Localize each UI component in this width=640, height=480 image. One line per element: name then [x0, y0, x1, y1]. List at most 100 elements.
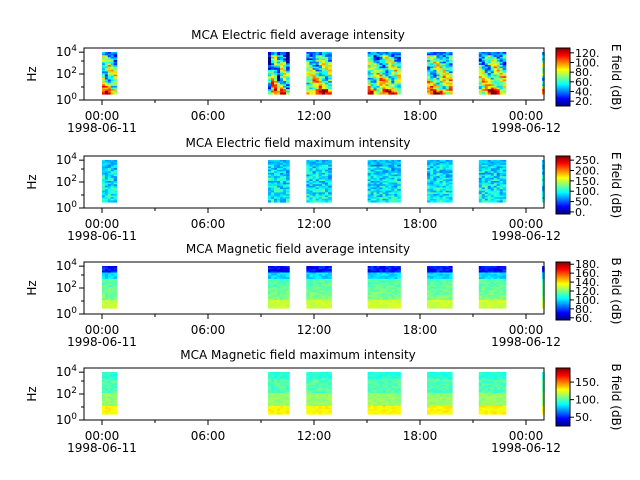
spectrogram-cell — [448, 269, 453, 272]
spectrogram-cell — [306, 407, 311, 410]
spectrogram-cell — [484, 195, 489, 198]
spectrogram-cell — [433, 275, 438, 278]
spectrogram-cell — [306, 269, 311, 272]
spectrogram-cell — [370, 397, 375, 401]
spectrogram-cell — [306, 166, 311, 169]
spectrogram-cell — [388, 179, 392, 182]
spectrogram-segment — [542, 266, 545, 309]
spectrogram-cell — [104, 397, 109, 401]
spectrogram-cell — [280, 269, 284, 272]
spectrogram-cell — [490, 53, 495, 56]
spectrogram-cell — [373, 389, 378, 392]
spectrogram-cell — [306, 53, 311, 56]
spectrogram-cell — [367, 76, 372, 79]
spectrogram-cell — [478, 163, 483, 166]
spectrogram-cell — [102, 58, 106, 61]
spectrogram-cell — [286, 393, 290, 396]
spectrogram-cell — [321, 89, 326, 92]
spectrogram-cell — [373, 63, 378, 66]
spectrogram-cell — [394, 53, 398, 56]
spectrogram-cell — [427, 168, 431, 171]
spectrogram-cell — [379, 190, 384, 193]
spectrogram-cell — [445, 66, 450, 69]
spectrogram-cell — [484, 63, 489, 66]
spectrogram-cell — [427, 189, 431, 192]
spectrogram-cell — [102, 394, 106, 397]
spectrogram-cell — [502, 184, 507, 187]
spectrogram-cell — [433, 401, 438, 404]
spectrogram-cell — [391, 384, 395, 388]
spectrogram-cell — [442, 288, 447, 291]
spectrogram-cell — [309, 266, 314, 269]
spectrogram-cell — [107, 58, 112, 61]
spectrogram-cell — [373, 293, 378, 296]
spectrogram-cell — [277, 190, 281, 193]
spectrogram-cell — [394, 301, 398, 304]
spectrogram-cell — [286, 197, 290, 200]
spectrogram-cell — [367, 285, 372, 288]
spectrogram-cell — [391, 89, 395, 92]
spectrogram-cell — [499, 304, 504, 307]
spectrogram-cell — [309, 60, 314, 63]
spectrogram-cell — [286, 71, 290, 74]
spectrogram-cell — [309, 82, 314, 85]
spectrogram-cell — [110, 71, 115, 74]
spectrogram-cell — [385, 301, 389, 304]
spectrogram-cell — [433, 396, 438, 399]
spectrogram-cell — [439, 267, 444, 270]
spectrogram-cell — [388, 58, 392, 61]
spectrogram-cell — [274, 161, 278, 164]
spectrogram-cell — [286, 293, 290, 296]
spectrogram-cell — [394, 266, 398, 269]
spectrogram-cell — [107, 381, 112, 384]
spectrogram-cell — [107, 274, 112, 277]
spectrogram-cell — [271, 181, 275, 184]
spectrogram-cell — [271, 397, 275, 401]
spectrogram-cell — [315, 168, 320, 171]
spectrogram-cell — [436, 74, 441, 77]
spectrogram-cell — [382, 383, 387, 386]
spectrogram-cell — [104, 407, 109, 410]
spectrogram-cell — [104, 81, 109, 84]
spectrogram-cell — [110, 384, 115, 388]
spectrogram-cell — [325, 179, 329, 182]
spectrogram-cell — [283, 74, 287, 77]
spectrogram-cell — [445, 270, 450, 274]
spectrogram-cell — [391, 282, 395, 285]
spectrogram-cell — [487, 76, 492, 79]
spectrogram-cell — [478, 295, 483, 298]
spectrogram-cell — [321, 82, 326, 85]
spectrogram-cell — [430, 189, 434, 192]
spectrogram-cell — [487, 274, 492, 277]
spectrogram-cell — [277, 280, 281, 283]
spectrogram-cell — [493, 77, 498, 81]
spectrogram-cell — [391, 174, 395, 177]
spectrogram-cell — [268, 287, 272, 290]
spectrogram-cell — [110, 412, 115, 415]
spectrogram-cell — [286, 291, 290, 295]
spectrogram-cell — [442, 192, 447, 195]
spectrogram-cell — [442, 193, 447, 197]
spectrogram-cell — [493, 71, 498, 74]
spectrogram-cell — [286, 399, 290, 402]
spectrogram-cell — [309, 85, 314, 89]
spectrogram-cell — [397, 195, 401, 198]
spectrogram-cell — [370, 409, 375, 412]
spectrogram-cell — [427, 303, 431, 306]
spectrogram-cell — [433, 58, 438, 61]
spectrogram-cell — [445, 74, 450, 77]
colorbar-label: B field (dB) — [609, 258, 623, 325]
spectrogram-cell — [268, 197, 272, 200]
spectrogram-cell — [442, 267, 447, 270]
spectrogram-cell — [436, 182, 441, 185]
spectrogram-cell — [104, 303, 109, 306]
spectrogram-cell — [427, 177, 431, 180]
spectrogram-cell — [277, 56, 281, 60]
spectrogram-cell — [373, 66, 378, 69]
spectrogram-cell — [382, 176, 387, 179]
spectrogram-cell — [104, 270, 109, 274]
spectrogram-cell — [502, 174, 507, 177]
spectrogram-cell — [448, 190, 453, 193]
spectrogram-cell — [496, 92, 501, 95]
spectrogram-cell — [367, 182, 372, 185]
